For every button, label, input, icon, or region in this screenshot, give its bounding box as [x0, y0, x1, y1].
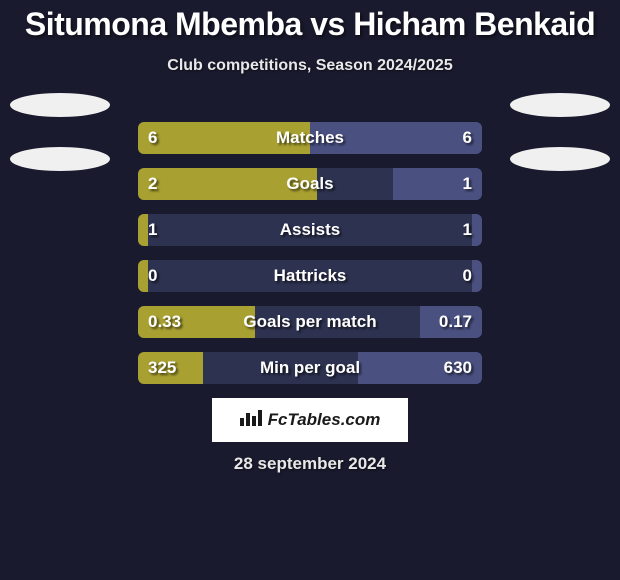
- player2-value: 6: [463, 122, 472, 154]
- player2-value: 630: [444, 352, 472, 384]
- avatar-row: [0, 75, 620, 76]
- stat-row: 0.33Goals per match0.17: [138, 306, 482, 338]
- stat-label: Matches: [138, 122, 482, 154]
- player2-value: 1: [463, 168, 472, 200]
- logo-text: FcTables.com: [268, 410, 381, 430]
- stat-row: 2Goals1: [138, 168, 482, 200]
- player1-avatar: [10, 93, 110, 201]
- chart-icon: [240, 408, 262, 432]
- stat-row: 1Assists1: [138, 214, 482, 246]
- avatar-placeholder-icon: [10, 93, 110, 117]
- avatar-placeholder-icon: [510, 147, 610, 171]
- stat-label: Goals: [138, 168, 482, 200]
- comparison-infographic: Situmona Mbemba vs Hicham Benkaid Club c…: [0, 0, 620, 580]
- stat-label: Hattricks: [138, 260, 482, 292]
- comparison-title: Situmona Mbemba vs Hicham Benkaid: [0, 0, 620, 43]
- snapshot-date: 28 september 2024: [0, 454, 620, 474]
- player2-value: 1: [463, 214, 472, 246]
- stat-bars: 6Matches62Goals11Assists10Hattricks00.33…: [138, 122, 482, 398]
- player2-value: 0.17: [439, 306, 472, 338]
- stat-label: Assists: [138, 214, 482, 246]
- avatar-placeholder-icon: [510, 93, 610, 117]
- player2-avatar: [510, 93, 610, 201]
- stat-row: 6Matches6: [138, 122, 482, 154]
- season-subtitle: Club competitions, Season 2024/2025: [0, 57, 620, 75]
- source-logo: FcTables.com: [212, 398, 408, 442]
- player2-value: 0: [463, 260, 472, 292]
- stat-label: Min per goal: [138, 352, 482, 384]
- avatar-placeholder-icon: [10, 147, 110, 171]
- stat-row: 325Min per goal630: [138, 352, 482, 384]
- stat-row: 0Hattricks0: [138, 260, 482, 292]
- stat-label: Goals per match: [138, 306, 482, 338]
